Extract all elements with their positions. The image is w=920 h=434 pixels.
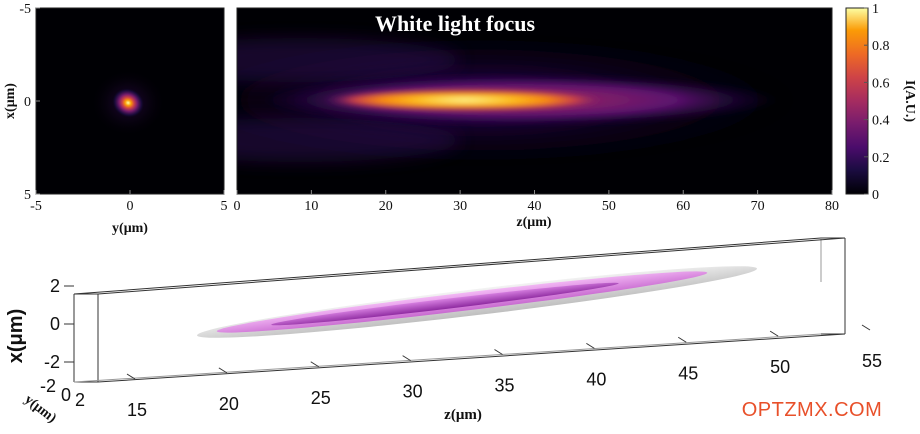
isosurface-z-tick-label: 40 [586, 369, 606, 389]
colorbar-tick-label: 0.6 [872, 76, 890, 91]
isosurface-y-label: y(μm) [21, 392, 59, 426]
transverse-x-label: y(μm) [112, 221, 148, 236]
colorbar-tick-label: 0.8 [872, 39, 890, 54]
isosurface-z-tick-mark [402, 355, 411, 362]
isosurface-z-ticks: 15 20 25 30 35 40 45 50 55 [126, 324, 882, 420]
transverse-x-tick-label: -5 [30, 199, 42, 214]
colorbar-tick-label: 1 [872, 2, 879, 17]
isosurface-y-tick-label: 0 [61, 385, 71, 405]
transverse-y-tick-label: 0 [24, 95, 31, 110]
side-lobe-lower [237, 118, 460, 162]
longitudinal-x-tick-label: 60 [676, 199, 690, 214]
colorbar-ticks: 1 0.8 0.6 0.4 0.2 0 [864, 2, 890, 203]
isosurface-z-tick-mark [769, 330, 779, 337]
isosurfaces [196, 266, 758, 338]
longitudinal-title: White light focus [375, 11, 536, 36]
transverse-heatmap [90, 68, 167, 137]
longitudinal-panel: White light focus 0 10 20 30 40 50 60 70 80 z(μm… [234, 7, 839, 230]
transverse-x-tick-label: 0 [127, 199, 134, 214]
watermark: OPTZMX.COM [742, 399, 883, 421]
transverse-y-tick-label: 5 [24, 188, 31, 203]
isosurface-z-tick-mark [586, 342, 595, 349]
isosurface-z-tick-mark [310, 361, 320, 368]
isosurface-z-tick-label: 25 [311, 388, 331, 408]
longitudinal-x-tick-label: 0 [234, 199, 241, 214]
longitudinal-x-tick-label: 10 [304, 199, 318, 214]
isosurface-z-tick-label: 55 [862, 351, 882, 371]
isosurface-y-tick-label: -2 [40, 376, 56, 396]
isosurface-x-tick-label: 2 [50, 276, 60, 296]
transverse-panel: -5 0 5 -5 0 5 y(μm) x(μm) [3, 2, 228, 236]
isosurface-y-tick-label: 2 [75, 390, 85, 410]
isosurface-z-tick-mark [494, 349, 503, 355]
colorbar-tick-label: 0.4 [872, 114, 890, 129]
colorbar-tick-label: 0.2 [872, 151, 890, 166]
isosurface-x-tick-label: 0 [50, 314, 60, 334]
isosurface-x-tick-label: -2 [44, 352, 60, 372]
longitudinal-x-tick-label: 20 [379, 199, 393, 214]
longitudinal-x-tick-label: 50 [602, 199, 616, 214]
longitudinal-x-tick-label: 80 [825, 199, 839, 214]
isosurface-z-tick-mark [677, 336, 687, 343]
box-top-front [97, 237, 846, 295]
focus-core [323, 89, 606, 111]
isosurface-z-label: z(μm) [444, 407, 482, 423]
longitudinal-heatmap [237, 25, 832, 175]
isosurface-z-tick-mark [218, 367, 228, 374]
side-lobe-upper [237, 38, 460, 82]
colorbar-tick-label: 0 [872, 188, 879, 203]
transverse-y-tick-label: -5 [19, 2, 31, 17]
isosurface-z-tick-label: 45 [678, 363, 698, 383]
longitudinal-x-tick-label: 30 [453, 199, 467, 214]
isosurface-z-tick-label: 35 [494, 376, 514, 396]
box-bottom-back [73, 333, 822, 383]
box-bottom-front [97, 333, 846, 383]
longitudinal-x-label: z(μm) [516, 215, 551, 230]
transverse-y-label: x(μm) [3, 83, 18, 119]
isosurface-panel: 15 20 25 30 35 40 45 50 55 20-2 -2 0 2 z(μm) x(μm)… [5, 237, 882, 426]
transverse-x-tick-label: 5 [221, 199, 228, 214]
focal-spot [111, 87, 145, 119]
longitudinal-x-ticks: 0 10 20 30 40 50 60 70 80 [234, 190, 839, 214]
isosurface-z-tick-label: 30 [403, 382, 423, 402]
isosurface-z-tick-mark [126, 373, 136, 380]
colorbar-label: I(A.U.) [902, 80, 917, 122]
isosurface-z-tick-mark [861, 324, 871, 331]
longitudinal-x-tick-label: 40 [528, 199, 542, 214]
isosurface-core [271, 282, 619, 326]
isosurface-x-label: x(μm) [5, 309, 27, 363]
isosurface-z-tick-label: 15 [127, 400, 147, 420]
colorbar: 1 0.8 0.6 0.4 0.2 0 I(A.U.) [845, 2, 917, 203]
isosurface-x-ticks: 2 0 -2 [44, 276, 74, 372]
transverse-y-ticks: -5 0 5 [19, 2, 40, 203]
isosurface-z-tick-label: 20 [219, 394, 239, 414]
colorbar-gradient [845, 7, 869, 195]
transverse-x-ticks: -5 0 5 [30, 190, 228, 214]
longitudinal-x-tick-label: 70 [751, 199, 765, 214]
bounding-box [73, 237, 846, 383]
isosurface-z-tick-label: 50 [770, 357, 790, 377]
isosurface-y-ticks: -2 0 2 [40, 376, 85, 410]
